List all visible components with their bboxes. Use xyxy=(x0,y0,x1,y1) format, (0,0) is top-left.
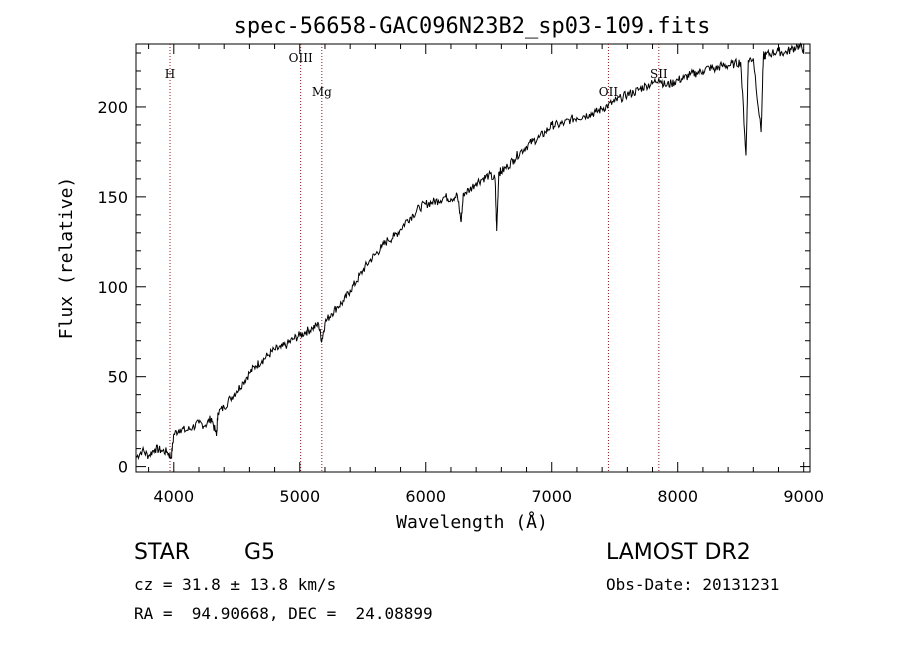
spectral-subclass: G5 xyxy=(244,540,276,565)
line-marker-label: OII xyxy=(599,85,619,99)
x-axis: 4000 5000 6000 7000 8000 9000 xyxy=(148,44,824,506)
x-axis-label: Wavelength (Å) xyxy=(396,511,548,533)
x-tick-label: 4000 xyxy=(153,487,194,506)
chart-title: spec-56658-GAC096N23B2_sp03-109.fits xyxy=(234,14,711,39)
redshift-velocity: cz = 31.8 ± 13.8 km/s xyxy=(134,575,337,594)
y-tick-label: 100 xyxy=(97,278,128,297)
y-axis-label: Flux (relative) xyxy=(56,177,77,340)
x-tick-label: 6000 xyxy=(405,487,446,506)
plot-frame xyxy=(135,43,811,473)
survey-name: LAMOST DR2 xyxy=(606,540,751,565)
object-class: STAR xyxy=(134,540,191,565)
y-tick-label: 150 xyxy=(97,188,128,207)
x-tick-label: 7000 xyxy=(531,487,572,506)
y-tick-label: 50 xyxy=(108,368,128,387)
line-marker-label: OIII xyxy=(289,51,313,65)
x-tick-label: 9000 xyxy=(783,487,824,506)
y-tick-label: 0 xyxy=(118,458,128,477)
x-tick-label: 8000 xyxy=(657,487,698,506)
line-marker-label: Mg xyxy=(312,85,332,99)
spectrum-line xyxy=(135,42,805,461)
x-tick-label: 5000 xyxy=(279,487,320,506)
y-tick-label: 200 xyxy=(97,98,128,117)
line-marker-label: SII xyxy=(650,67,668,81)
y-axis: 0 50 100 150 200 xyxy=(97,52,810,477)
emission-line-markers: H OIII Mg OII SII xyxy=(165,44,668,472)
line-marker-label: H xyxy=(165,67,175,81)
observation-date: Obs-Date: 20131231 xyxy=(606,575,780,594)
sky-coordinates: RA = 94.90668, DEC = 24.08899 xyxy=(134,604,433,623)
